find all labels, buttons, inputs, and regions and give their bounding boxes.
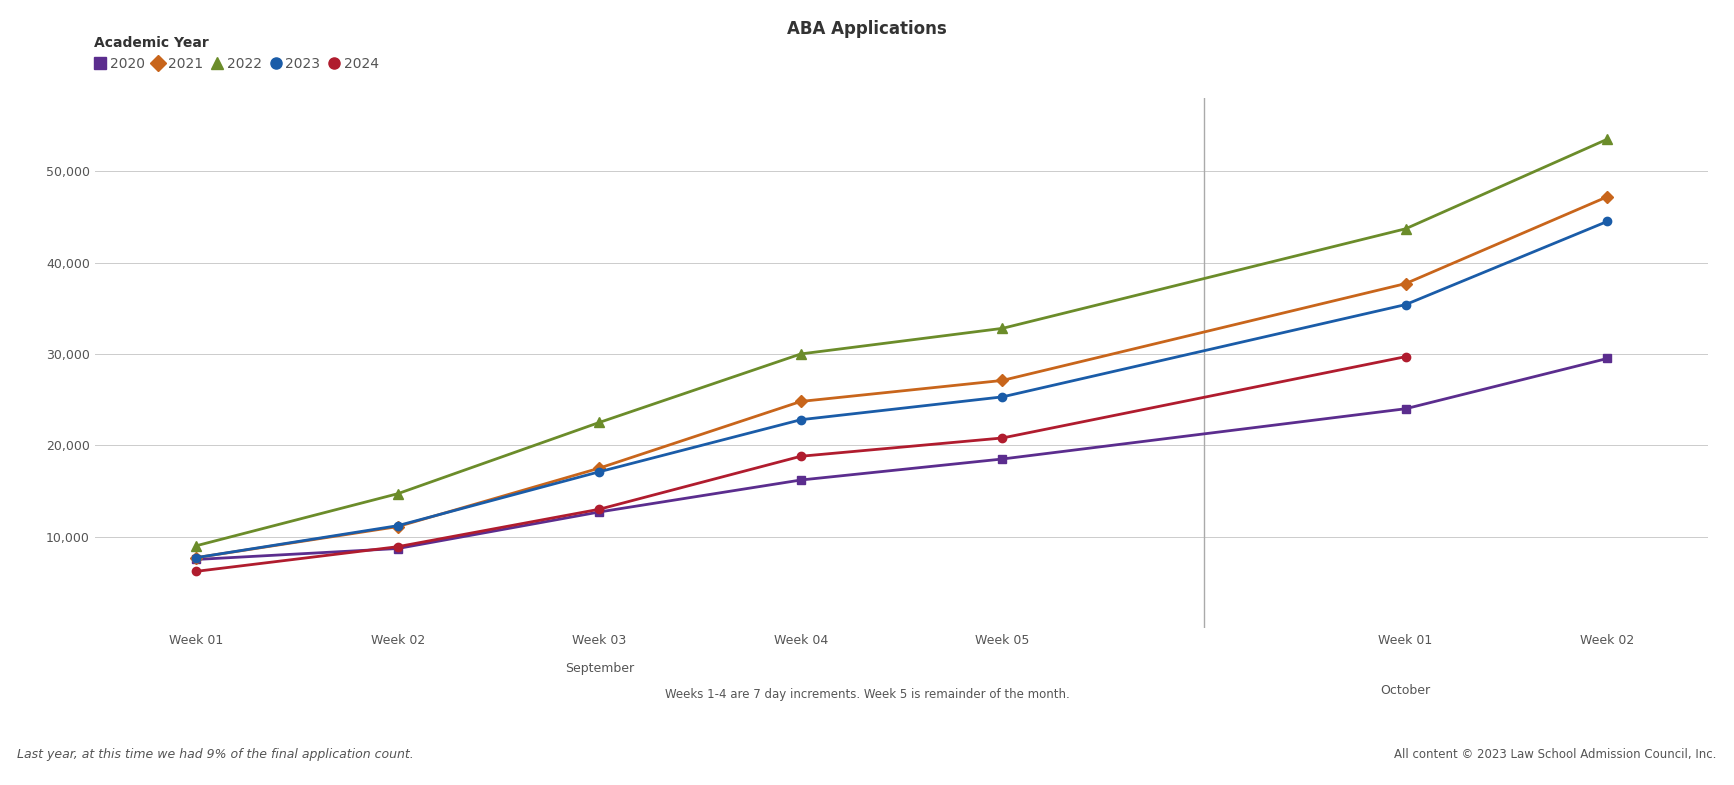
Text: September: September [565,663,635,675]
2021 [791,396,812,406]
2022 [1597,134,1618,144]
2022 [590,418,610,427]
2022 [186,541,206,550]
2024 [1396,352,1417,361]
2023 [791,415,812,425]
2020 [1396,404,1417,414]
2022 [992,323,1013,333]
Line: 2024: 2024 [192,352,1410,575]
2021 [992,376,1013,385]
2021 [387,522,407,531]
2020 [791,475,812,484]
Line: 2020: 2020 [192,354,1611,564]
2024 [387,542,407,551]
Line: 2023: 2023 [192,217,1611,562]
Legend: 2020, 2021, 2022, 2023, 2024: 2020, 2021, 2022, 2023, 2024 [94,36,380,71]
2023 [1597,217,1618,226]
2024 [590,505,610,514]
2020 [387,544,407,553]
2021 [590,463,610,473]
2023 [590,467,610,476]
Text: ABA Applications: ABA Applications [787,20,947,38]
2023 [186,553,206,562]
Text: October: October [1380,684,1431,696]
Text: Weeks 1-4 are 7 day increments. Week 5 is remainder of the month.: Weeks 1-4 are 7 day increments. Week 5 i… [664,688,1070,701]
2022 [791,349,812,359]
2020 [992,455,1013,464]
2020 [186,555,206,564]
2024 [791,451,812,461]
2021 [186,553,206,562]
2023 [387,521,407,531]
Line: 2021: 2021 [192,192,1611,562]
2020 [590,507,610,517]
2021 [1597,192,1618,202]
2024 [992,433,1013,443]
2022 [387,489,407,498]
2020 [1597,354,1618,363]
Line: 2022: 2022 [191,134,1613,550]
Text: Last year, at this time we had 9% of the final application count.: Last year, at this time we had 9% of the… [17,748,414,761]
2021 [1396,279,1417,288]
Text: All content © 2023 Law School Admission Council, Inc.: All content © 2023 Law School Admission … [1394,748,1717,761]
2024 [186,567,206,576]
2022 [1396,224,1417,233]
2023 [992,392,1013,402]
2023 [1396,300,1417,309]
